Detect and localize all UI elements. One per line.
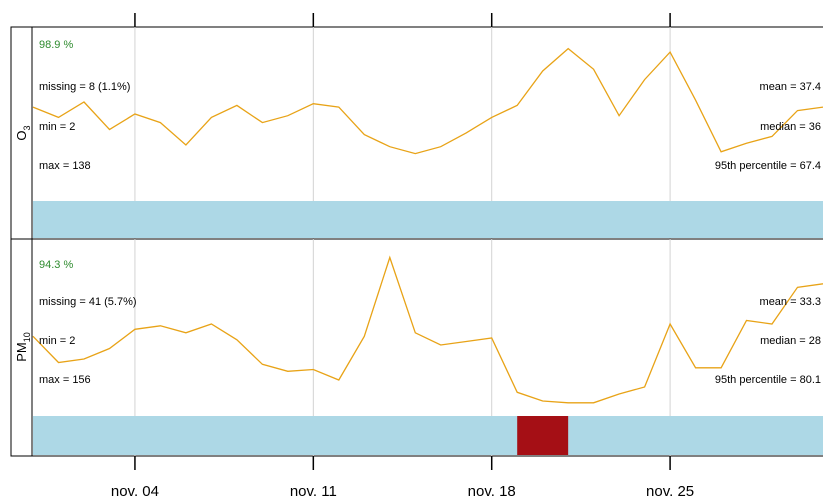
panel-pm10-missing-marks [517,416,569,455]
panel-pm10-percent-available: 94.3 % [39,259,73,271]
panel-pm10-series-line [32,255,823,404]
panel-o3-min-stat: min = 2 [39,121,75,133]
panel-pm10-mean-stat: mean = 33.3 [760,296,821,308]
panel-pm10-p95-stat: 95th percentile = 80.1 [715,374,821,386]
panel-pm10-strip-subscript: 10 [22,332,32,342]
x-tick-label-2: nov. 11 [290,483,337,500]
x-tick-label-4: nov. 25 [646,483,694,500]
panel-o3: O3 98.9 % missing = 8 (1.1%) min = 2 max… [10,26,823,240]
x-tick-label-1: nov. 04 [111,483,159,500]
panel-o3-mean-stat: mean = 37.4 [760,81,821,93]
panel-o3-median-stat: median = 36 [760,121,821,133]
panel-pm10: PM10 94.3 % missing = 41 (5.7%) min = 2 … [10,238,823,457]
x-axis: nov. 04 nov. 11 nov. 18 nov. 25 [111,13,694,500]
panel-o3-missing-stat: missing = 8 (1.1%) [39,81,130,93]
panel-pm10-min-stat: min = 2 [39,335,75,347]
panel-o3-strip-subscript: 3 [22,125,32,130]
panel-pm10-missing-period-1 [517,416,569,455]
panel-pm10-max-stat: max = 156 [39,374,91,386]
panel-o3-series-line [32,47,823,155]
panel-o3-p95-stat: 95th percentile = 67.4 [715,160,821,172]
panel-o3-strip-label: O3 [14,125,32,140]
panel-pm10-strip-label: PM10 [14,332,32,362]
panel-o3-max-stat: max = 138 [39,160,91,172]
panel-pm10-availability-bar [33,416,823,455]
panel-pm10-median-stat: median = 28 [760,335,821,347]
panel-o3-availability-bar [33,201,823,238]
panel-pm10-missing-stat: missing = 41 (5.7%) [39,296,137,308]
x-tick-label-3: nov. 18 [468,483,516,500]
panel-o3-percent-available: 98.9 % [39,39,73,51]
